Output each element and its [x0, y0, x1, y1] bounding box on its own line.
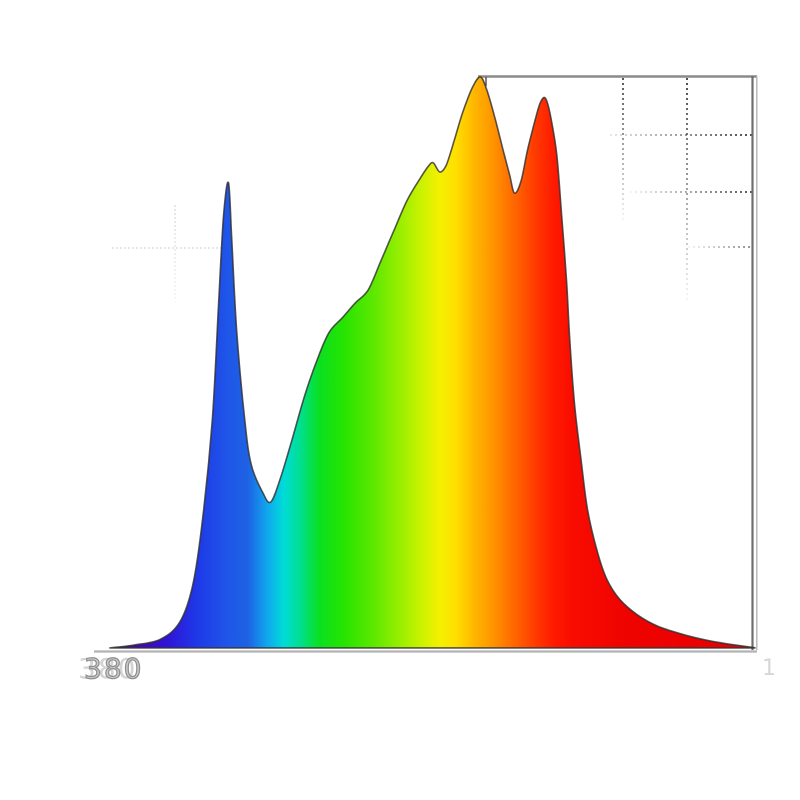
spectrum-area: [109, 76, 756, 649]
x-axis-tick-label-380: 380: [83, 651, 144, 685]
x-axis-faint-right-mark: 1: [762, 656, 776, 681]
